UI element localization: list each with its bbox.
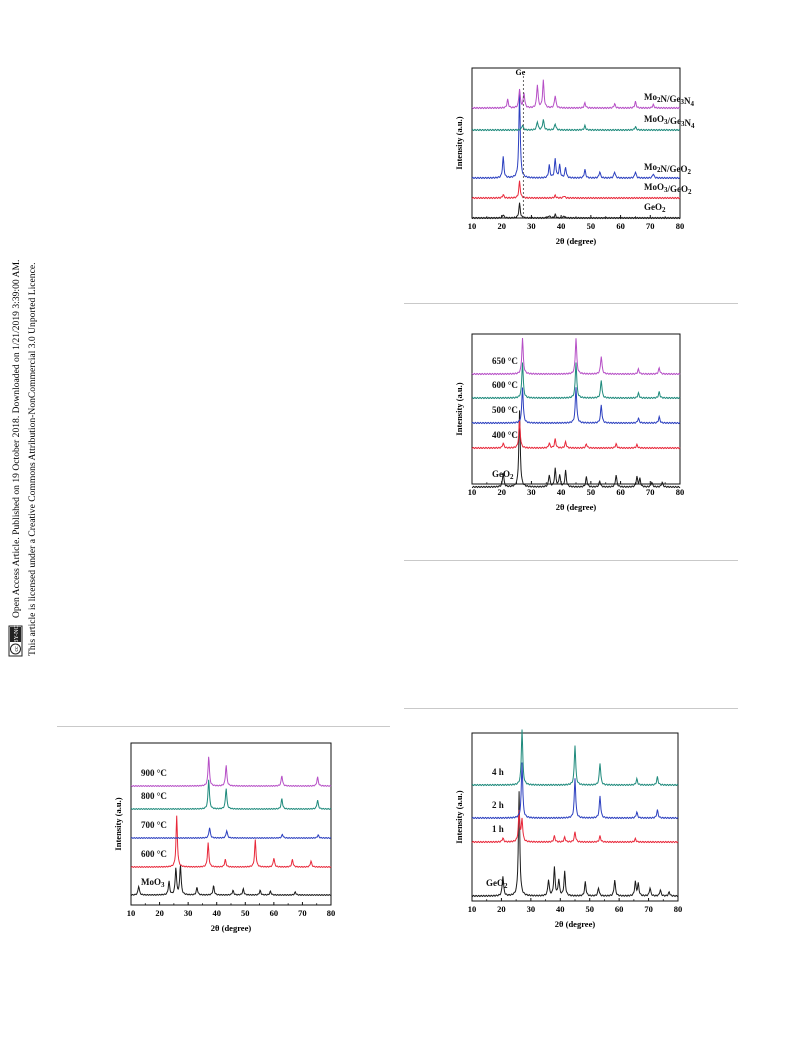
xrd-chart-temperature-mo: MoO3 600 °C 700 °C 800 °C 900 °C 10 20 30 40 50 6… — [99, 735, 359, 935]
series-label: 600 °C — [141, 849, 167, 859]
series-line — [471, 762, 679, 820]
x-tick-label: 80 — [674, 904, 683, 914]
x-tick-label: 80 — [676, 487, 685, 497]
xrd-chart-composites: GeO2 MoO3/GeO2 Mo2N/GeO2 MoO3/Ge3N4 Mo2N/Ge3… — [440, 58, 700, 258]
x-tick-label: 10 — [127, 908, 136, 918]
series-label: GeO2 — [644, 202, 666, 214]
x-tick-label: 80 — [676, 221, 685, 231]
x-tick-label: 70 — [646, 487, 655, 497]
x-tick-label: 40 — [557, 487, 566, 497]
series-line — [130, 756, 332, 788]
series-line — [471, 119, 681, 132]
x-tick-label: 80 — [327, 908, 336, 918]
series-label: 2 h — [492, 800, 504, 810]
x-axis-label: 2θ (degree) — [556, 236, 597, 246]
cc-icon — [10, 643, 21, 655]
series-line — [130, 779, 332, 811]
series-label: 400 °C — [492, 430, 518, 440]
x-tick-label: 60 — [616, 487, 625, 497]
series-line — [471, 729, 679, 787]
series-line — [471, 180, 681, 200]
x-tick-label: 70 — [646, 221, 655, 231]
x-tick-label: 70 — [298, 908, 307, 918]
separator-rule — [404, 560, 738, 561]
y-axis-label: Intensity (a.u.) — [454, 790, 464, 843]
x-tick-label: 10 — [468, 904, 477, 914]
y-axis-label: Intensity (a.u.) — [113, 797, 123, 850]
series-line — [130, 815, 332, 869]
x-tick-label: 30 — [527, 487, 536, 497]
series-label: 650 °C — [492, 356, 518, 366]
cc-glyph: cc — [14, 646, 20, 652]
series-label: Mo2N/GeO2 — [644, 162, 692, 176]
cc-badge[interactable] — [8, 625, 23, 657]
by-nc-label: BY-NC — [14, 625, 20, 643]
license-line-2: This article is licensed under a Creativ… — [27, 262, 38, 656]
series-label: MoO3 — [141, 877, 165, 889]
series-label: 600 °C — [492, 380, 518, 390]
x-tick-label: 50 — [587, 221, 596, 231]
separator-rule — [404, 303, 738, 304]
series-line — [471, 809, 679, 844]
series-label: 1 h — [492, 824, 504, 834]
series-label: GeO2 — [486, 878, 508, 890]
series-line — [471, 410, 681, 489]
series-line — [471, 94, 681, 180]
x-tick-label: 20 — [497, 221, 506, 231]
x-tick-label: 40 — [556, 904, 565, 914]
series-line — [471, 387, 681, 425]
separator-rule — [404, 708, 738, 709]
series-label: 4 h — [492, 767, 504, 777]
series-label: MoO3/Ge3N4 — [644, 114, 695, 130]
series-label: 700 °C — [141, 820, 167, 830]
x-tick-label: 50 — [585, 904, 594, 914]
series-label: MoO3/GeO2 — [644, 182, 692, 196]
x-axis-label: 2θ (degree) — [555, 919, 596, 929]
x-tick-label: 30 — [184, 908, 193, 918]
series-label: Mo2N/Ge3N4 — [644, 92, 695, 108]
x-tick-label: 50 — [587, 487, 596, 497]
x-tick-label: 30 — [527, 221, 536, 231]
series-line — [471, 362, 681, 400]
series-label: 500 °C — [492, 405, 518, 415]
series-line — [471, 79, 681, 110]
x-tick-label: 60 — [270, 908, 279, 918]
series-line — [471, 337, 681, 376]
x-tick-label: 10 — [468, 221, 477, 231]
series-line — [130, 864, 332, 897]
x-tick-label: 20 — [497, 904, 506, 914]
series-label: 800 °C — [141, 791, 167, 801]
x-tick-label: 60 — [616, 221, 625, 231]
series-line — [471, 419, 681, 450]
series-label: 900 °C — [141, 768, 167, 778]
x-axis-label: 2θ (degree) — [556, 502, 597, 512]
series-line — [471, 791, 679, 898]
x-tick-label: 60 — [615, 904, 624, 914]
y-axis-label: Intensity (a.u.) — [454, 116, 464, 169]
x-tick-label: 40 — [557, 221, 566, 231]
x-tick-label: 40 — [212, 908, 221, 918]
series-line — [130, 827, 332, 840]
x-tick-label: 70 — [644, 904, 653, 914]
series-label: GeO2 — [492, 469, 514, 481]
y-axis-label: Intensity (a.u.) — [454, 382, 464, 435]
x-tick-label: 20 — [155, 908, 164, 918]
x-axis-label: 2θ (degree) — [211, 923, 252, 933]
xrd-chart-time: GeO2 1 h 2 h 4 h 10 20 30 40 50 60 70 80 Intensity… — [440, 725, 700, 940]
separator-rule — [57, 726, 390, 727]
xrd-chart-temperature-ge: GeO2 400 °C 500 °C 600 °C 650 °C 10 20 30 40 50 6… — [440, 324, 700, 524]
license-line-1: Open Access Article. Published on 19 Oct… — [11, 260, 22, 618]
x-tick-label: 10 — [468, 487, 477, 497]
x-tick-label: 50 — [241, 908, 250, 918]
x-tick-label: 20 — [497, 487, 506, 497]
ge-reference-label: Ge — [516, 68, 526, 77]
license-sidebar: cc BY-NC Open Access Article. Published … — [0, 0, 52, 700]
x-tick-label: 30 — [527, 904, 536, 914]
